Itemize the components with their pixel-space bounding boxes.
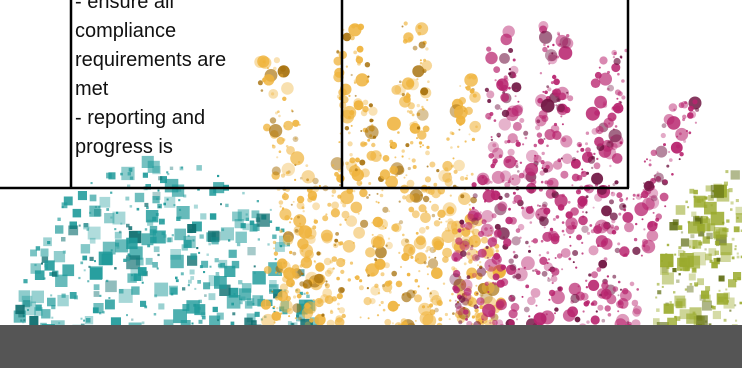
floor-band <box>0 325 742 368</box>
gold-hand-dots <box>254 21 506 368</box>
magenta-hand-dots <box>449 21 702 368</box>
